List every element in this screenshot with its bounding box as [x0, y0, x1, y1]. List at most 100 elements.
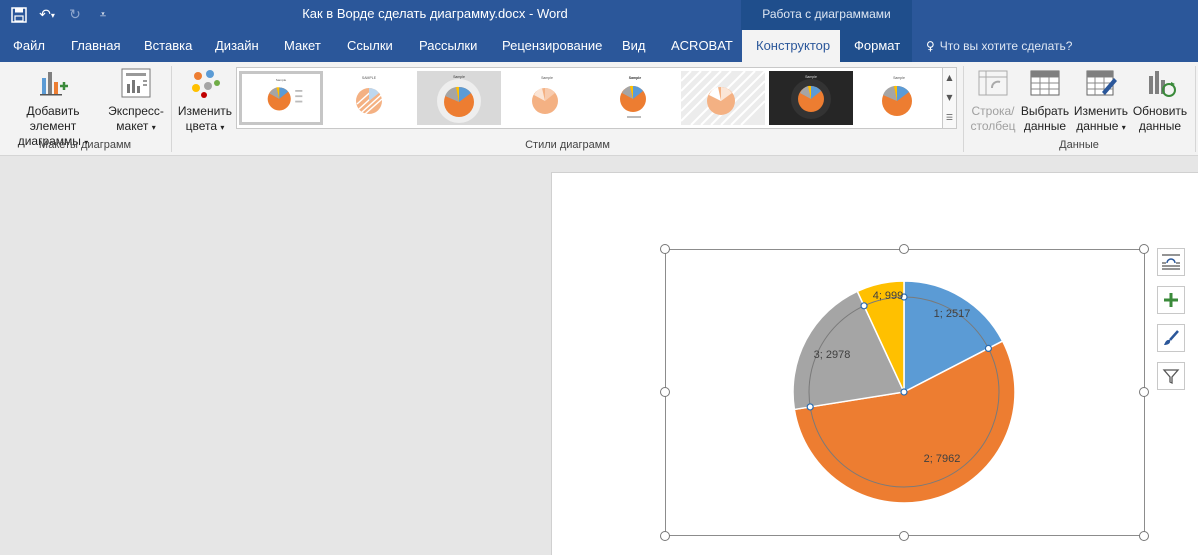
- pie-slice-3[interactable]: [792, 290, 906, 411]
- chart-styles-icon: [1164, 330, 1179, 345]
- redo-icon[interactable]: ↻: [69, 7, 81, 23]
- quick-layout-label-2: макет: [116, 119, 149, 133]
- data-label-1[interactable]: 1; 2517: [934, 308, 971, 320]
- pie-slice-4[interactable]: [856, 280, 905, 393]
- ribbon-tabs: Файл Главная Вставка Дизайн Макет Ссылки…: [0, 30, 1198, 62]
- svg-text:Sample: Sample: [541, 76, 553, 80]
- data-label-3[interactable]: 3; 2978: [814, 349, 851, 361]
- series-point-handle[interactable]: [900, 388, 908, 396]
- add-chart-element-icon: [36, 66, 70, 100]
- tell-me-search[interactable]: ♀ Что вы хотите сделать?: [926, 30, 1072, 62]
- resize-handle[interactable]: [899, 531, 909, 541]
- quick-layout-label-1: Экспресс-: [108, 104, 164, 118]
- tab-insert[interactable]: Вставка: [144, 38, 193, 53]
- context-tab-title: Работа с диаграммами: [741, 0, 912, 30]
- save-icon[interactable]: [8, 4, 30, 26]
- resize-handle[interactable]: [899, 244, 909, 254]
- gallery-down-icon[interactable]: ▼: [946, 93, 953, 102]
- resize-handle[interactable]: [660, 244, 670, 254]
- chart-style-thumb[interactable]: Sample: [505, 71, 589, 125]
- switch-row-column-button[interactable]: Строка/ столбец: [968, 66, 1018, 134]
- refresh-data-icon: [1143, 66, 1177, 100]
- chevron-down-icon: ▾: [1121, 123, 1126, 132]
- chart-style-thumb[interactable]: Sample: [239, 71, 323, 125]
- tell-me-text: Что вы хотите сделать?: [939, 39, 1073, 53]
- chart-style-thumb[interactable]: [681, 71, 765, 125]
- chart-elements-button[interactable]: [1157, 286, 1185, 314]
- group-separator: [171, 66, 172, 152]
- pie-slice-1[interactable]: [903, 280, 1004, 394]
- change-colors-button[interactable]: Изменить цвета ▾: [176, 66, 234, 135]
- chart-styles-button[interactable]: [1157, 324, 1185, 352]
- tab-references[interactable]: Ссылки: [347, 38, 393, 53]
- svg-text:Sample: Sample: [893, 76, 905, 80]
- tab-design[interactable]: Дизайн: [215, 38, 259, 53]
- group-label-chart-styles: Стили диаграмм: [525, 139, 610, 151]
- edit-data-icon: [1084, 66, 1118, 100]
- chart-style-thumb[interactable]: Sample: [417, 71, 501, 125]
- chart-filters-button[interactable]: [1157, 362, 1185, 390]
- customize-icon[interactable]: ⩡: [99, 8, 107, 21]
- quick-layout-button[interactable]: Экспресс- макет ▾: [106, 66, 166, 135]
- resize-handle[interactable]: [1139, 531, 1149, 541]
- tab-mailings[interactable]: Рассылки: [419, 38, 478, 53]
- tab-acrobat[interactable]: ACROBAT: [671, 38, 733, 53]
- resize-handle[interactable]: [660, 387, 670, 397]
- svg-text:Sample: Sample: [453, 75, 465, 79]
- resize-handle[interactable]: [1139, 244, 1149, 254]
- quick-access-toolbar: ↶ ▾ ↻ ⩡: [8, 4, 114, 26]
- pie-slice-2[interactable]: [793, 340, 1016, 504]
- refresh-data-label-1: Обновить: [1132, 104, 1188, 118]
- svg-text:Sample: Sample: [805, 75, 817, 79]
- select-data-label-1: Выбрать: [1020, 104, 1070, 118]
- change-colors-label-1: Изменить: [177, 104, 233, 118]
- group-separator: [963, 66, 964, 152]
- resize-handle[interactable]: [1139, 387, 1149, 397]
- chart-styles-gallery: Sample SAMPLE Sample Sample Sample Sampl…: [236, 67, 943, 129]
- chevron-down-icon: ▾: [151, 123, 156, 132]
- tab-view[interactable]: Вид: [622, 38, 646, 53]
- add-chart-element-label-2: диаграммы: [17, 134, 81, 148]
- add-chart-element-label-1: Добавить элемент: [26, 104, 80, 133]
- refresh-data-button[interactable]: Обновить данные: [1131, 66, 1189, 134]
- svg-text:Sample: Sample: [629, 76, 642, 80]
- add-chart-element-button[interactable]: Добавить элемент диаграммы ▾: [2, 66, 104, 150]
- switch-row-column-icon: [976, 66, 1010, 100]
- refresh-data-label-2: данные: [1138, 119, 1182, 133]
- series-point-handle[interactable]: [900, 293, 908, 301]
- chevron-down-icon: ▾: [84, 138, 89, 147]
- tab-chart-design[interactable]: Конструктор: [742, 30, 840, 62]
- svg-text:SAMPLE: SAMPLE: [362, 76, 377, 80]
- series-point-handle[interactable]: [860, 302, 868, 310]
- select-data-icon: [1028, 66, 1062, 100]
- edit-data-button[interactable]: Изменить данные ▾: [1072, 66, 1130, 135]
- tab-layout[interactable]: Макет: [284, 38, 321, 53]
- chart-style-thumb[interactable]: Sample: [857, 71, 941, 125]
- data-label-4[interactable]: 4; 999: [873, 290, 904, 302]
- chart-style-thumb[interactable]: SAMPLE: [327, 71, 411, 125]
- gallery-more-icon[interactable]: ☰: [945, 113, 954, 122]
- select-data-label-2: данные: [1023, 119, 1067, 133]
- resize-handle[interactable]: [660, 531, 670, 541]
- chart-style-thumb[interactable]: Sample: [769, 71, 853, 125]
- edit-data-label-1: Изменить: [1073, 104, 1129, 118]
- select-data-button[interactable]: Выбрать данные: [1019, 66, 1071, 134]
- quick-layout-icon: [119, 66, 153, 100]
- pie-chart[interactable]: 1; 2517 2; 7962 3; 2978 4; 999: [666, 250, 1144, 535]
- tab-file[interactable]: Файл: [13, 38, 45, 53]
- lightbulb-icon: ♀: [926, 39, 935, 53]
- data-label-2[interactable]: 2; 7962: [924, 453, 961, 465]
- ribbon: Добавить элемент диаграммы ▾ Экспресс- м…: [0, 62, 1198, 156]
- change-colors-label-2: цвета: [185, 119, 218, 133]
- undo-icon[interactable]: ↶ ▾: [39, 7, 55, 23]
- switch-row-column-label-1: Строка/: [971, 104, 1015, 118]
- gallery-up-icon[interactable]: ▲: [946, 73, 953, 82]
- switch-row-column-label-2: столбец: [970, 119, 1016, 133]
- series-point-handle[interactable]: [984, 344, 993, 353]
- tab-home[interactable]: Главная: [71, 38, 121, 53]
- tab-review[interactable]: Рецензирование: [502, 38, 603, 53]
- series-point-handle[interactable]: [806, 403, 814, 411]
- tab-format[interactable]: Формат: [840, 30, 912, 62]
- chart-style-thumb[interactable]: Sample: [593, 71, 677, 125]
- layout-options-button[interactable]: [1157, 248, 1185, 276]
